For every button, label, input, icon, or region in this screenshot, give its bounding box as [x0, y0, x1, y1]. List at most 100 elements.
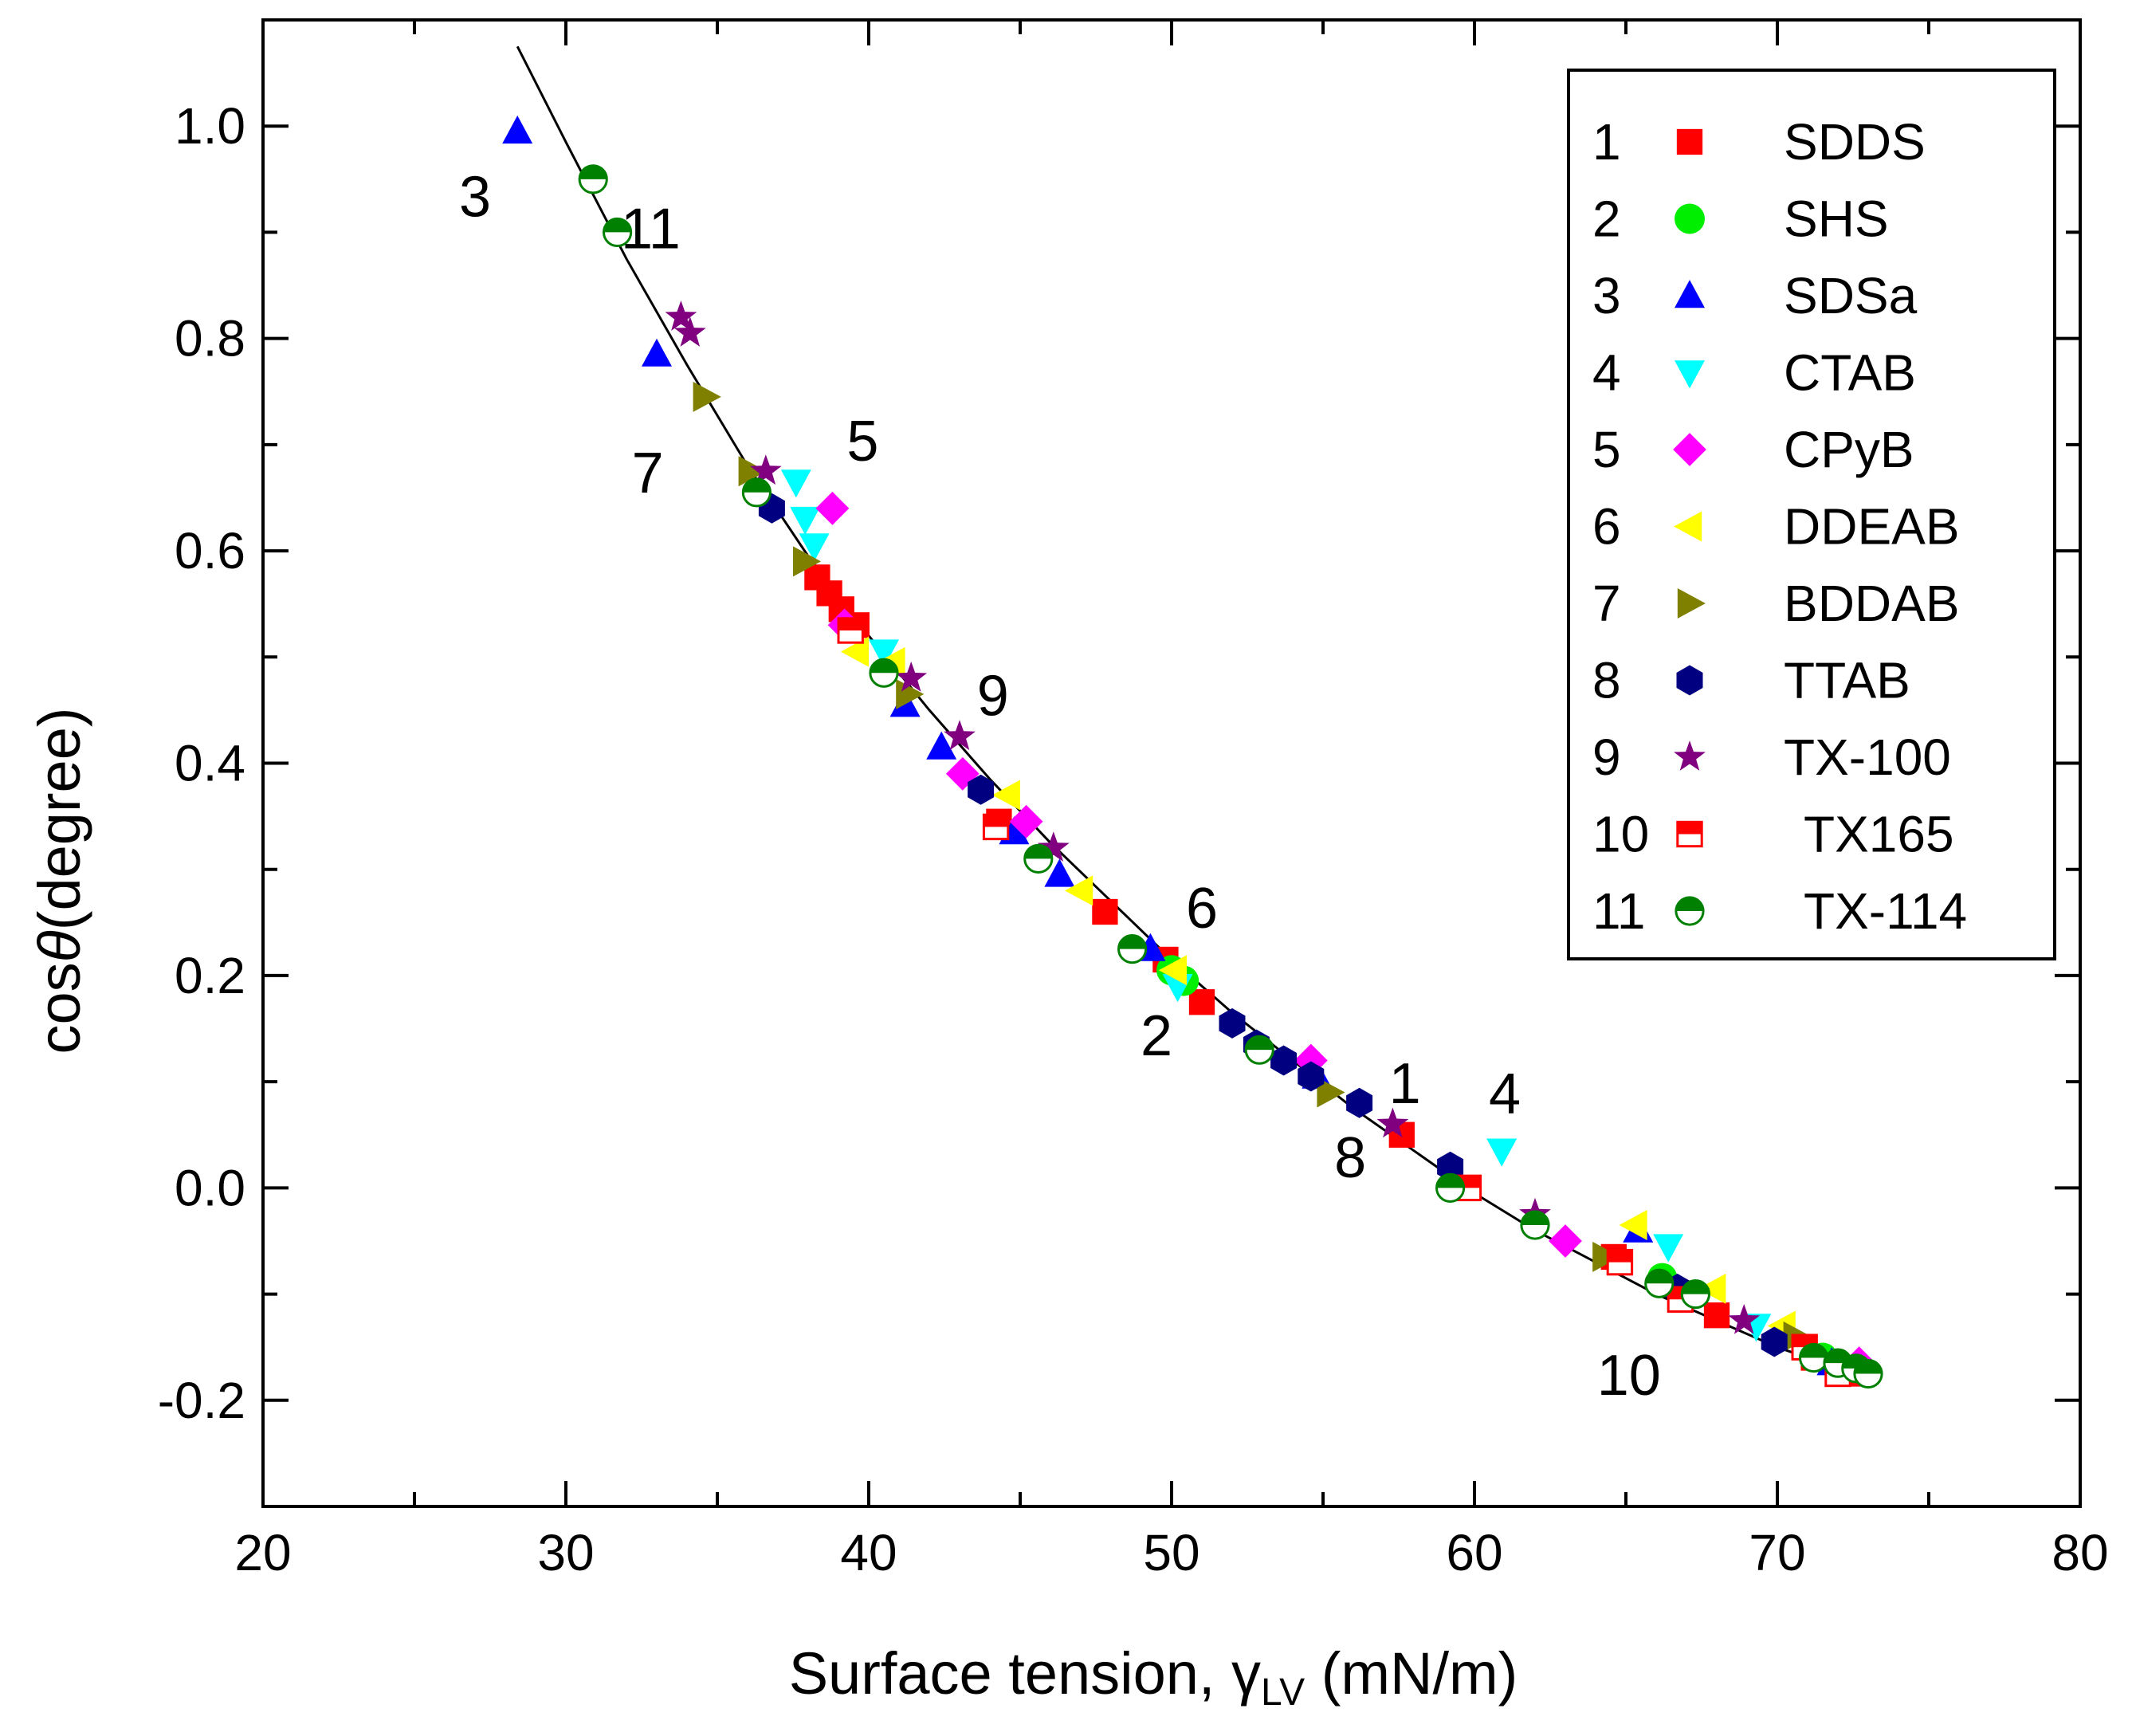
legend-number: 10 — [1592, 806, 1649, 863]
data-point — [1619, 1210, 1647, 1240]
data-point — [502, 115, 533, 144]
data-point — [665, 300, 697, 331]
fit-line — [516, 45, 1869, 1381]
legend-number: 5 — [1592, 421, 1621, 478]
x-axis-title-subscript: LV — [1261, 1671, 1305, 1714]
x-axis-title: Surface tension, γLV (mN/m) — [789, 1640, 1518, 1714]
x-axis-title-symbol: γ — [1231, 1640, 1261, 1707]
y-axis-title: cosθ(degree) — [26, 707, 92, 1054]
x-tick-label: 80 — [2052, 1524, 2108, 1581]
legend-marker — [1675, 280, 1705, 308]
data-point — [1009, 804, 1043, 839]
legend-item: 3 SDSa — [1592, 267, 1918, 324]
y-tick-label: 0.0 — [175, 1159, 245, 1216]
annotation-label: 8 — [1334, 1126, 1366, 1190]
legend-marker — [1675, 360, 1705, 389]
data-point — [799, 533, 830, 562]
fit-curve — [516, 45, 1869, 1381]
x-axis-title-unit: (mN/m) — [1305, 1640, 1518, 1707]
series-tx-114 — [578, 164, 1883, 1389]
x-tick-label: 40 — [840, 1524, 897, 1581]
data-point — [869, 658, 899, 688]
legend-marker — [1673, 433, 1706, 466]
legend-marker — [1675, 203, 1705, 234]
annotation-label: 4 — [1489, 1062, 1521, 1126]
data-point — [991, 780, 1020, 811]
data-point — [1376, 1107, 1409, 1138]
data-point — [1244, 1035, 1274, 1065]
legend-label: SDSa — [1784, 267, 1918, 324]
data-point — [780, 469, 811, 498]
data-point — [837, 617, 864, 644]
legend-item: 1 SDDS — [1592, 113, 1926, 171]
legend-number: 3 — [1592, 267, 1621, 324]
data-point — [968, 774, 995, 805]
data-point — [1435, 1172, 1466, 1203]
legend-label: TX-100 — [1784, 729, 1951, 786]
data-point — [926, 731, 957, 760]
data-point — [1606, 1248, 1634, 1276]
legend-item: 7 BDDAB — [1592, 575, 1960, 632]
x-axis-title-main: Surface tension, — [789, 1640, 1231, 1707]
data-point — [1188, 989, 1215, 1015]
data-point — [1158, 955, 1187, 986]
data-point — [693, 381, 721, 412]
annotation-label: 3 — [459, 165, 491, 229]
legend-number: 9 — [1592, 729, 1621, 786]
annotation-label: 7 — [632, 442, 664, 505]
annotation-label: 9 — [977, 665, 1009, 729]
data-point — [790, 506, 821, 536]
data-point — [578, 164, 608, 194]
y-tick-label: 0.8 — [175, 310, 245, 367]
legend-label: BDDAB — [1784, 575, 1960, 632]
legend-item: 11 TX-114 — [1592, 882, 1967, 940]
data-point — [1853, 1358, 1883, 1389]
data-point — [1298, 1061, 1325, 1092]
legend-number: 4 — [1592, 344, 1621, 402]
data-point — [1653, 1234, 1684, 1263]
data-point — [869, 639, 899, 668]
data-point — [793, 546, 822, 577]
annotation-label: 10 — [1597, 1344, 1661, 1408]
annotation-label: 5 — [846, 410, 878, 473]
data-point — [1117, 934, 1148, 964]
data-point — [895, 662, 928, 692]
legend-number: 7 — [1592, 575, 1621, 632]
legend-item: 2 SHS — [1592, 190, 1889, 248]
data-point — [741, 477, 772, 508]
legend-marker — [1674, 511, 1702, 542]
annotation-label: 11 — [621, 197, 681, 261]
x-tick-label: 60 — [1446, 1524, 1502, 1581]
legend-marker — [1675, 896, 1705, 926]
data-point — [1644, 1268, 1675, 1298]
legend-marker — [1674, 740, 1706, 771]
legend-number: 6 — [1592, 498, 1621, 556]
legend-box — [1567, 69, 2056, 960]
annotation-label: 1 — [1389, 1052, 1421, 1116]
data-point — [1728, 1304, 1761, 1334]
data-point — [673, 316, 706, 347]
data-point — [815, 491, 850, 525]
data-point — [1219, 1007, 1246, 1039]
legend-item: 8 TTAB — [1592, 652, 1910, 709]
data-point — [1703, 1302, 1730, 1329]
data-point — [1317, 1077, 1345, 1108]
y-tick-label: -0.2 — [158, 1372, 245, 1429]
data-point — [840, 636, 869, 667]
data-point — [1520, 1210, 1550, 1240]
data-point — [1799, 1342, 1829, 1373]
data-point — [603, 217, 633, 248]
legend-marker — [1676, 128, 1703, 155]
annotation-label: 6 — [1186, 877, 1218, 941]
legend-number: 8 — [1592, 652, 1621, 709]
x-axis: 20 30 40 50 60 70 80 — [234, 20, 2109, 1581]
y-axis-title-suffix: (degree) — [26, 707, 92, 930]
legend-label: CPyB — [1784, 421, 1914, 478]
legend-marker — [1676, 820, 1703, 848]
legend-item: 5 CPyB — [1592, 421, 1914, 478]
x-tick-label: 20 — [234, 1524, 291, 1581]
data-point — [1680, 1278, 1710, 1310]
legend-number: 11 — [1592, 882, 1645, 940]
data-point — [642, 338, 672, 367]
y-tick-label: 0.6 — [175, 522, 245, 579]
